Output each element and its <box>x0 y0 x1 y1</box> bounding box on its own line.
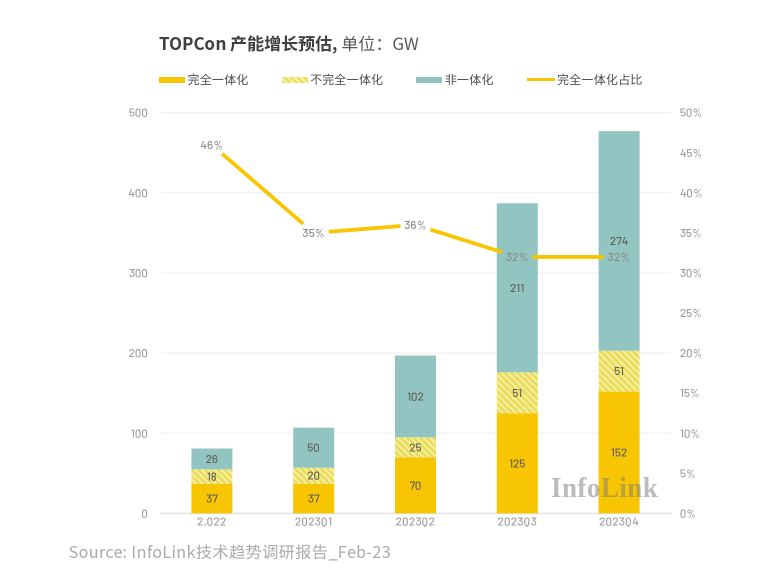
y2-axis-tick-label: 15% <box>680 386 700 400</box>
bar-segment-non-integrated-3 <box>496 203 538 373</box>
x-axis-tick-label: 2023Q4 <box>599 515 639 529</box>
bar-segment-fully-integrated-0 <box>191 483 233 514</box>
legend-label-non-integrated: 非一体化 <box>444 71 494 88</box>
line-value-label: 36% <box>404 218 427 232</box>
bar-value-label: 50 <box>307 441 320 455</box>
bar-segment-non-integrated-2 <box>395 355 436 438</box>
chart-legend: 完全一体化 不完全一体化 非一体化 完全一体化占比 <box>159 71 642 88</box>
line-segment-0 <box>221 152 305 226</box>
y2-axis-tick-label: 25% <box>680 306 702 320</box>
bar-series: 37 18 26 37 20 50 70 25 102 125 51 211 152 51 274 <box>191 131 640 514</box>
y-axis-tick-label: 400 <box>128 186 148 200</box>
y-axis-tick-label: 0 <box>141 506 148 520</box>
chart-title-main: TOPCon 产能增长预估, <box>159 30 338 55</box>
bar-segment-non-integrated-4 <box>598 131 640 351</box>
legend-swatch-non-integrated <box>416 76 443 83</box>
legend-label-fully-integrated: 完全一体化 <box>187 71 249 88</box>
bar-segment-fully-integrated-1 <box>293 483 335 514</box>
legend-item-partially-integrated: 不完全一体化 <box>281 71 384 88</box>
line-value-label: 46% <box>200 138 223 152</box>
bar-segment-non-integrated-1 <box>293 427 335 468</box>
x-axis-tick-label: 2,022 <box>197 515 226 529</box>
y2-axis-tick-label: 45% <box>680 146 702 160</box>
y2-axis-tick-label: 50% <box>680 106 702 120</box>
legend-swatch-fully-integrated <box>159 76 185 83</box>
y2-axis-tick-label: 30% <box>680 266 702 280</box>
axis-tick-labels: 0 100 200 300 400 500 0% 5% 10% 15% 20% 25% 30% 35% 40… <box>128 106 702 529</box>
infolink-watermark: InfoLink <box>551 472 659 504</box>
legend-swatch-partially-integrated <box>281 76 308 83</box>
y2-axis-tick-label: 35% <box>680 226 702 240</box>
line-value-label: 32% <box>506 250 529 264</box>
bar-value-label: 25 <box>409 440 421 454</box>
legend-item-non-integrated: 非一体化 <box>416 71 493 88</box>
chart-title-unit: 单位：GW <box>337 30 419 55</box>
line-value-label: 35% <box>302 226 325 240</box>
bar-segment-partially-integrated-0 <box>191 469 233 484</box>
bar-value-label: 51 <box>614 364 624 378</box>
legend-item-fully-integrated: 完全一体化 <box>159 71 249 88</box>
line-segment-1 <box>328 224 401 234</box>
bar-value-label: 37 <box>206 492 218 506</box>
bar-segment-fully-integrated-2 <box>395 457 436 514</box>
y-axis-tick-label: 100 <box>131 426 148 440</box>
y-axis-tick-label: 200 <box>129 346 148 360</box>
bar-value-label: 274 <box>610 234 628 248</box>
y-axis-tick-label: 500 <box>129 106 148 120</box>
bar-value-label: 211 <box>510 281 524 295</box>
bar-segment-partially-integrated-3 <box>496 372 538 414</box>
y2-axis-tick-label: 5% <box>680 466 696 480</box>
chart-title: TOPCon 产能增长预估, 单位：GW <box>159 33 419 55</box>
bar-value-label: 125 <box>509 456 525 470</box>
bar-value-label: 102 <box>407 389 424 403</box>
bar-segment-partially-integrated-1 <box>293 467 335 484</box>
y2-axis-tick-label: 20% <box>680 346 702 360</box>
y2-axis-tick-label: 40% <box>680 186 703 200</box>
y2-axis-tick-label: 0% <box>680 506 696 520</box>
bar-segment-fully-integrated-4 <box>598 391 640 514</box>
bar-segment-non-integrated-0 <box>191 448 233 470</box>
bar-segment-fully-integrated-3 <box>496 413 538 514</box>
legend-swatch-fully-integrated-share <box>526 77 555 82</box>
source-note: Source: InfoLink技术趋势调研报告_Feb-23 <box>68 539 392 563</box>
bar-value-label: 26 <box>206 452 218 466</box>
bar-value-label: 18 <box>207 470 217 484</box>
x-axis-tick-label: 2023Q2 <box>396 515 436 529</box>
line-series: 46% 35% 36% 32% 32% <box>200 138 630 264</box>
bar-value-label: 70 <box>409 478 421 492</box>
y-axis-tick-label: 300 <box>129 266 148 280</box>
bar-value-label: 152 <box>611 445 627 459</box>
bar-value-label: 51 <box>512 386 522 400</box>
line-segment-2 <box>429 227 503 255</box>
bar-value-label: 20 <box>307 469 320 483</box>
legend-item-fully-integrated-share: 完全一体化占比 <box>526 71 643 88</box>
legend-label-partially-integrated: 不完全一体化 <box>310 71 384 88</box>
line-value-label: 32% <box>608 250 631 264</box>
bar-segment-partially-integrated-4 <box>598 350 640 392</box>
legend-label-fully-integrated-share: 完全一体化占比 <box>557 71 643 88</box>
bar-segment-partially-integrated-2 <box>395 437 436 458</box>
y2-axis-tick-label: 10% <box>680 426 700 440</box>
bar-value-label: 37 <box>308 492 320 506</box>
x-axis-tick-label: 2023Q1 <box>295 515 332 529</box>
x-axis-tick-label: 2023Q3 <box>498 515 537 529</box>
